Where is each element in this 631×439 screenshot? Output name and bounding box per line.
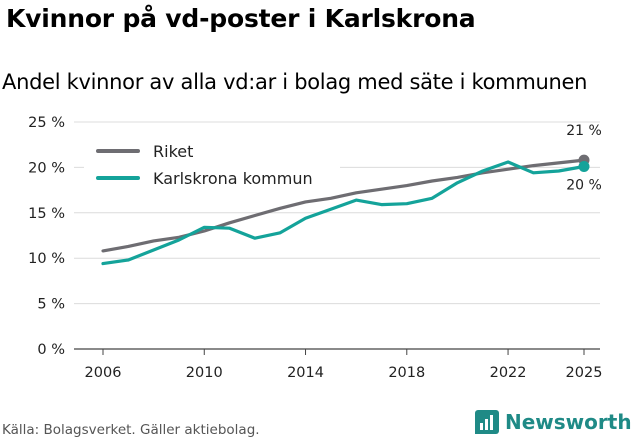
x-tick-label: 2006 <box>85 365 122 381</box>
legend-label-riket: Riket <box>153 142 193 161</box>
y-tick-label: 0 % <box>37 342 65 358</box>
y-tick-label: 20 % <box>28 160 65 176</box>
y-tick-label: 25 % <box>28 115 65 131</box>
legend-background <box>84 131 340 193</box>
x-tick-label: 2018 <box>388 365 425 381</box>
x-tick-label: 2022 <box>490 365 527 381</box>
x-tick-label: 2014 <box>287 365 324 381</box>
chart-subtitle: Andel kvinnor av alla vd:ar i bolag med … <box>2 70 588 94</box>
y-tick-label: 15 % <box>28 206 65 222</box>
legend-label-karlskrona: Karlskrona kommun <box>153 169 313 188</box>
newsworthy-logo-icon <box>475 410 499 434</box>
chart-title: Kvinnor på vd-poster i Karlskrona <box>6 4 476 33</box>
karlskrona-end-label: 20 % <box>566 177 602 193</box>
x-tick-label: 2010 <box>186 365 223 381</box>
karlskrona-line <box>101 160 586 266</box>
y-tick-label: 5 % <box>37 297 65 313</box>
y-tick-label: 10 % <box>28 251 65 267</box>
brand-logo: Newsworthy <box>475 408 631 436</box>
x-tick-label: 2025 <box>566 365 603 381</box>
source-note: Källa: Bolagsverket. Gäller aktiebolag. <box>2 422 260 438</box>
karlskrona-end-point <box>578 160 590 172</box>
riket-end-label: 21 % <box>566 123 602 139</box>
brand-name: Newsworthy <box>505 410 631 434</box>
